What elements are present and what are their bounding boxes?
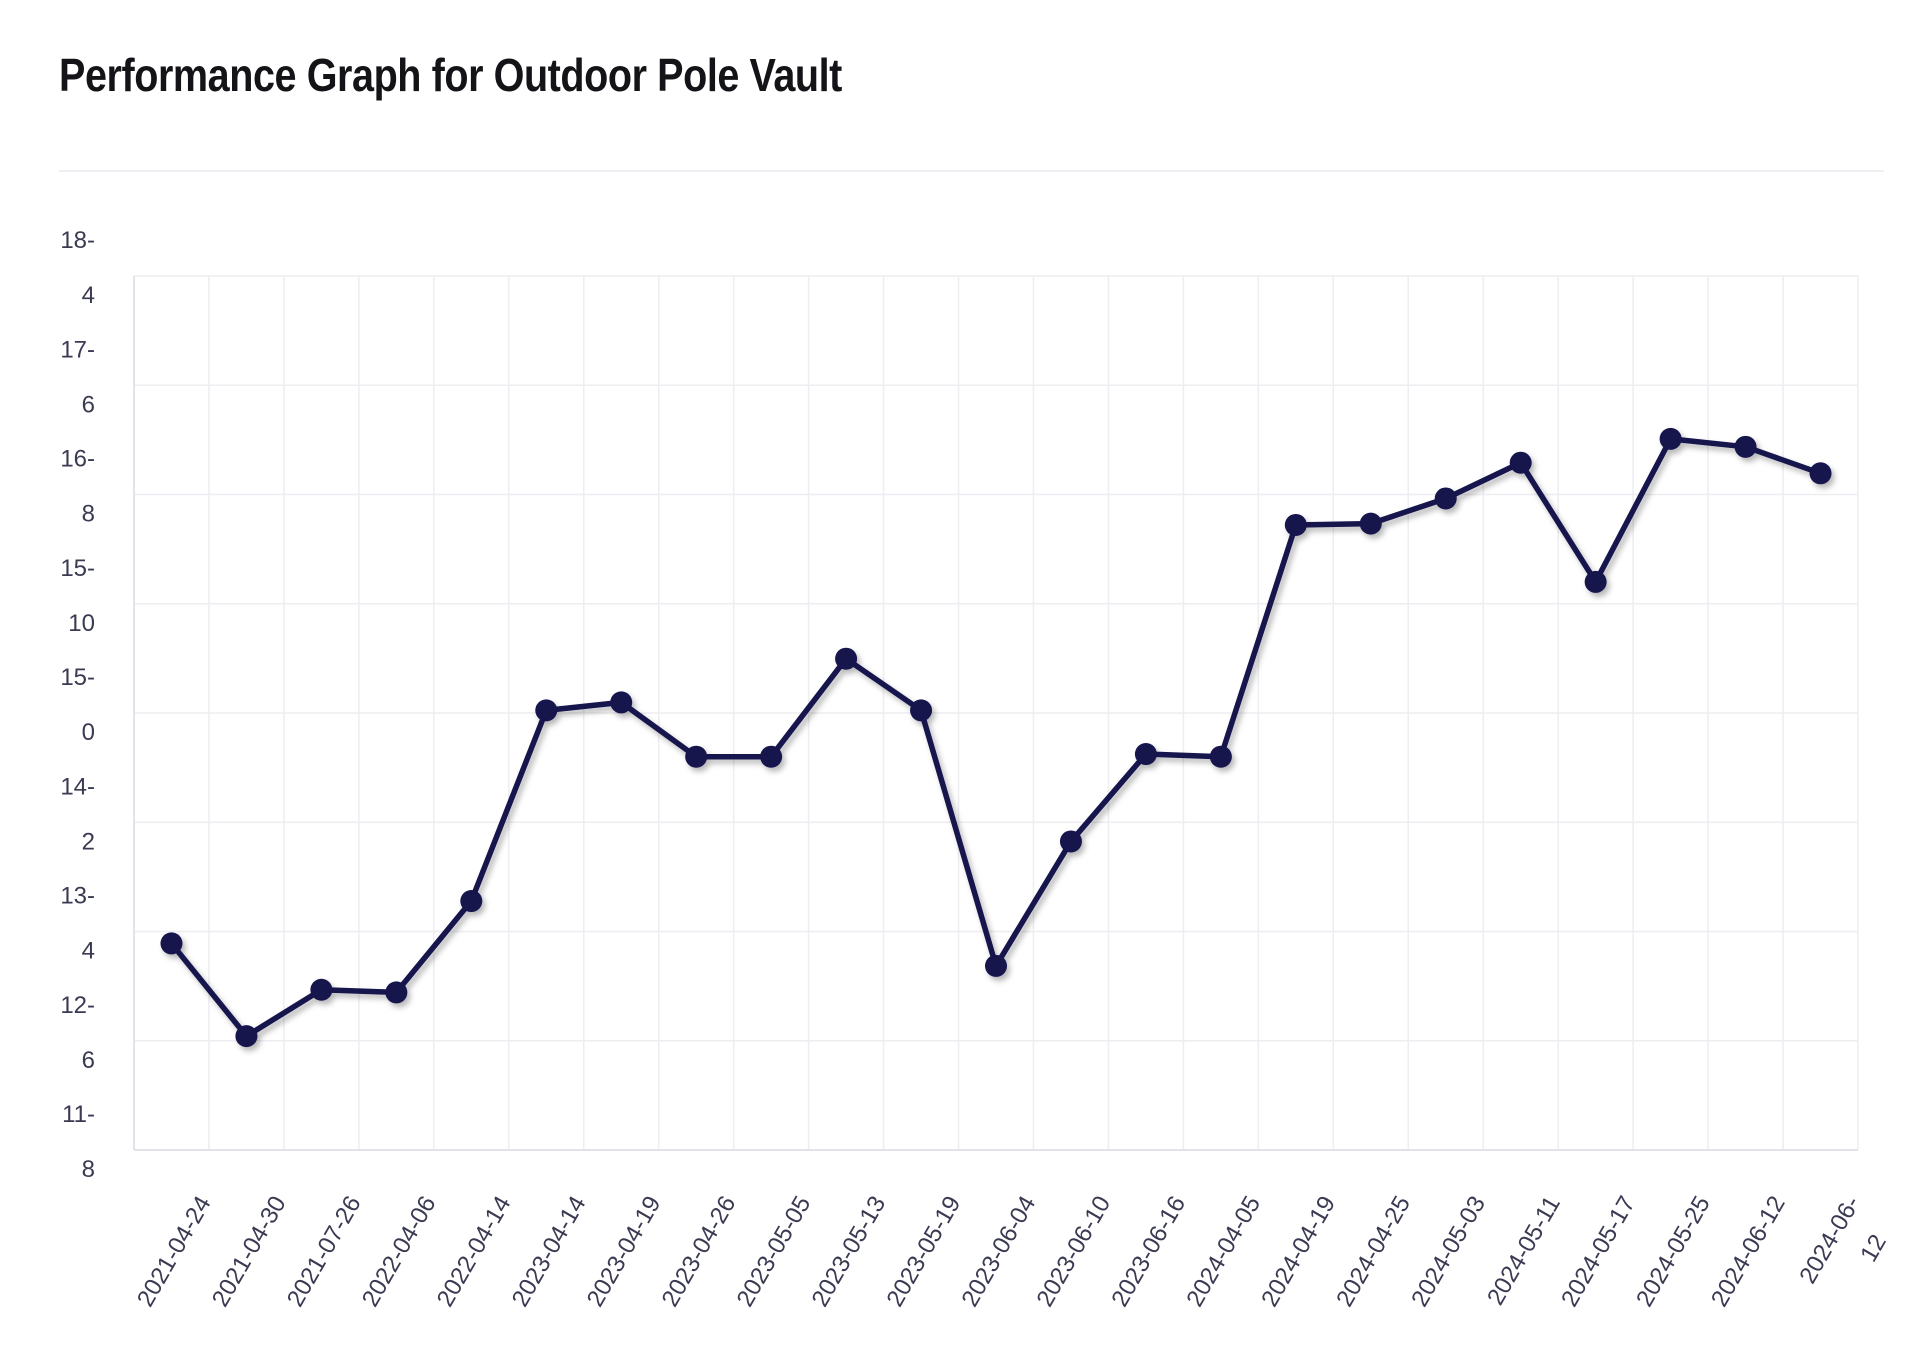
data-point xyxy=(310,978,333,1001)
x-tick-label: 2023-06-10 xyxy=(1031,1192,1116,1312)
data-point xyxy=(1509,451,1532,474)
data-point xyxy=(760,745,783,768)
series-group xyxy=(160,427,1832,1048)
x-tick-label: 2023-05-19 xyxy=(881,1192,966,1312)
data-point xyxy=(535,699,558,722)
data-point xyxy=(385,981,408,1004)
y-tick-label-line: 0 xyxy=(82,719,95,746)
x-tick-label: 2024-04-19 xyxy=(1256,1192,1341,1312)
data-point xyxy=(1059,830,1082,853)
y-tick-label: 14- 2 xyxy=(60,773,95,855)
chart-title: Performance Graph for Outdoor Pole Vault xyxy=(59,49,842,101)
y-tick-label-line: 4 xyxy=(82,282,95,309)
data-point xyxy=(1584,570,1607,593)
y-tick-label: 15- 0 xyxy=(60,664,95,746)
y-tick-label-line: 15- xyxy=(60,664,95,691)
y-tick-label-line: 16- xyxy=(60,446,95,473)
data-point xyxy=(910,699,933,722)
y-tick-label-line: 6 xyxy=(82,1047,95,1074)
x-tick-label: 2021-07-26 xyxy=(282,1192,367,1312)
y-tick-label: 13- 4 xyxy=(60,883,95,965)
y-tick-label-line: 18- xyxy=(60,227,95,254)
x-tick-label: 2023-04-19 xyxy=(582,1192,667,1312)
x-tick-label: 2024-05-17 xyxy=(1556,1192,1641,1312)
y-tick-label: 15- 10 xyxy=(60,555,95,637)
y-tick-label-line: 4 xyxy=(82,938,95,965)
y-tick-label-line: 8 xyxy=(82,501,95,528)
y-tick-label: 17- 6 xyxy=(60,336,95,418)
y-tick-label-line: 11- xyxy=(62,1101,95,1128)
data-point xyxy=(610,691,633,714)
x-tick-label: 2024-06- xyxy=(1794,1192,1865,1289)
title-divider xyxy=(59,170,1884,172)
x-tick-label: 2023-04-26 xyxy=(657,1192,742,1312)
x-tick-label: 2024-05-11 xyxy=(1482,1192,1566,1310)
y-tick-label-line: 14- xyxy=(60,773,95,800)
data-point xyxy=(1284,513,1307,536)
data-point xyxy=(1659,427,1682,450)
data-point xyxy=(1434,487,1457,510)
data-point xyxy=(985,954,1007,977)
x-tick-label: 2024-04-25 xyxy=(1331,1192,1416,1312)
data-point xyxy=(685,745,708,768)
x-tick-label: 2024-05-03 xyxy=(1406,1192,1491,1312)
x-tick-label: 2021-04-24 xyxy=(132,1192,217,1312)
y-tick-label: 11- 8 xyxy=(62,1101,95,1183)
grid-lines xyxy=(134,275,1859,1150)
y-tick-label-line: 6 xyxy=(82,391,95,418)
data-point xyxy=(1134,743,1157,766)
data-point xyxy=(835,647,858,670)
y-tick-label-line: 8 xyxy=(82,1156,95,1183)
x-tick-label: 2021-04-30 xyxy=(207,1192,292,1312)
data-point xyxy=(1359,512,1382,535)
y-tick-label: 12- 6 xyxy=(60,992,95,1074)
y-tick-label-line: 15- xyxy=(60,555,95,582)
y-tick-label-line: 12- xyxy=(60,992,95,1019)
x-tick-label: 2022-04-14 xyxy=(432,1192,517,1312)
y-tick-label-line: 17- xyxy=(60,336,95,363)
x-tick-label: 2022-04-06 xyxy=(357,1192,442,1312)
y-axis-ticks: 18- 4 17- 6 16- 8 15- 10 15- 0 14- 2 13- 4 12- 6 11- 8 xyxy=(60,227,95,1183)
x-tick-label: 2024-06-12 xyxy=(1706,1192,1791,1312)
axes xyxy=(133,276,1858,1151)
series-line xyxy=(168,436,1824,1039)
y-tick-label-line: 13- xyxy=(60,883,95,910)
x-tick-label-overflow: 12 xyxy=(1855,1230,1892,1267)
data-point xyxy=(1209,745,1232,768)
data-point xyxy=(235,1025,258,1048)
x-axis-ticks: 2021-04-242021-04-302021-07-262022-04-06… xyxy=(132,1192,1892,1312)
x-tick-label: 2023-06-16 xyxy=(1106,1192,1191,1312)
y-tick-label: 18- 4 xyxy=(60,227,95,309)
data-point xyxy=(160,932,183,955)
x-tick-label: 2023-05-05 xyxy=(732,1192,817,1312)
x-tick-label: 2023-06-04 xyxy=(956,1192,1041,1312)
y-tick-label-line: 10 xyxy=(68,610,95,637)
y-tick-label-line: 2 xyxy=(82,828,95,855)
x-tick-label: 2023-04-14 xyxy=(507,1192,592,1312)
data-point xyxy=(460,890,483,913)
x-tick-label: 2024-04-05 xyxy=(1181,1192,1266,1312)
x-tick-label: 2024-05-25 xyxy=(1631,1192,1716,1312)
y-tick-label: 16- 8 xyxy=(60,446,95,528)
data-point xyxy=(1809,462,1832,485)
data-point xyxy=(1734,435,1757,458)
x-tick-label: 2023-05-13 xyxy=(807,1192,892,1312)
